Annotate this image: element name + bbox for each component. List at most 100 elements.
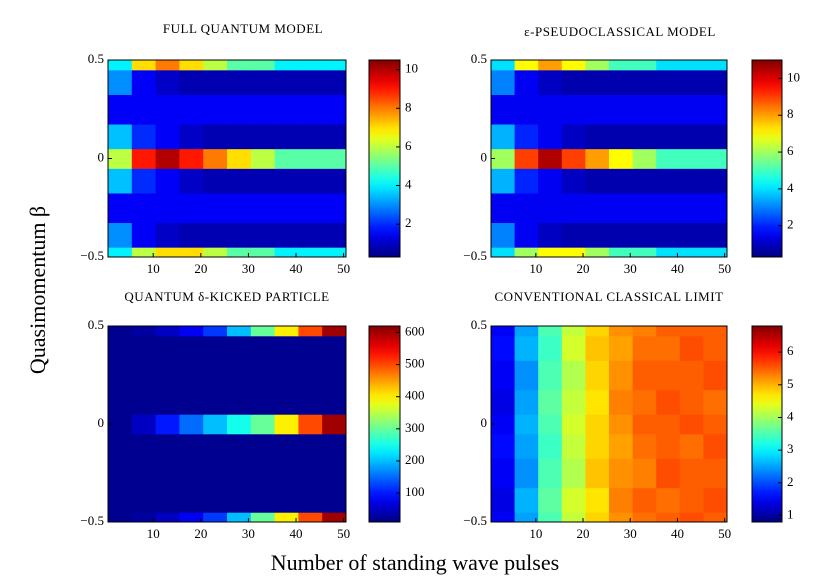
heatmap-cell (179, 433, 204, 459)
heatmap-cell (131, 360, 157, 391)
colorbar-tick-label: 4 (787, 408, 794, 423)
heatmap-cell (298, 222, 323, 248)
heatmap-cell (609, 512, 634, 523)
heatmap-cell (179, 94, 204, 125)
heatmap-cell (322, 458, 347, 489)
heatmap-cell (538, 222, 563, 248)
heatmap-cell (538, 414, 563, 435)
heatmap-cell (203, 326, 228, 337)
heatmap-cell (227, 168, 252, 194)
heatmap-cell (679, 168, 704, 194)
heatmap-cell (203, 433, 228, 459)
heatmap-cell (274, 247, 299, 258)
heatmap-cell (538, 360, 563, 391)
heatmap-cell (322, 69, 347, 95)
y-tick-label: 0.5 (471, 51, 487, 66)
heatmap-cell (538, 512, 563, 523)
heatmap-cell (227, 326, 252, 337)
heatmap-cell (585, 326, 610, 337)
heatmap-cell (538, 326, 563, 337)
heatmap-cell (203, 512, 228, 523)
heatmap-cell (179, 168, 204, 194)
heatmap-cell (227, 247, 252, 258)
heatmap-cell (155, 168, 180, 194)
heatmap-cell (609, 222, 634, 248)
heatmap-cell (538, 458, 563, 489)
heatmap-cell (679, 247, 704, 258)
heatmap-cell (514, 192, 539, 224)
heatmap-cell (656, 487, 681, 513)
heatmap-cell (179, 487, 204, 513)
heatmap-cell (679, 69, 704, 95)
heatmap-cell (108, 512, 133, 523)
heatmap-cell (491, 247, 516, 258)
heatmap-cell (703, 458, 728, 489)
heatmap-cell (203, 168, 228, 194)
heatmap-cell (656, 414, 681, 435)
heatmap-cell (632, 148, 657, 169)
heatmap-cell (274, 326, 299, 337)
heatmap-cell (298, 487, 323, 513)
x-tick-label: 10 (529, 526, 542, 541)
heatmap-cell (609, 414, 634, 435)
heatmap-cell (227, 389, 252, 415)
heatmap-cell (131, 335, 157, 361)
heatmap-cell (131, 69, 157, 95)
heatmap-cell (632, 60, 657, 71)
heatmap-cell (298, 94, 323, 125)
heatmap-cell (538, 60, 563, 71)
heatmap-cell (491, 192, 516, 224)
heatmap-cell (491, 414, 516, 435)
heatmap-cell (179, 326, 204, 337)
heatmap-cell (298, 433, 323, 459)
heatmap-cell (203, 458, 228, 489)
heatmap-cell (561, 69, 586, 95)
colorbar-tick-label: 4 (405, 177, 412, 192)
heatmap-cell (538, 69, 563, 95)
heatmap-cell (250, 487, 276, 513)
heatmap-cell (227, 222, 252, 248)
x-tick-label: 30 (242, 261, 255, 276)
x-tick-label: 20 (194, 261, 207, 276)
heatmap-cell (108, 389, 133, 415)
heatmap-cell (322, 433, 347, 459)
heatmap-cell (155, 335, 180, 361)
heatmap-cell (703, 124, 728, 150)
heatmap-cell (179, 247, 204, 258)
panel-title: ε-PSEUDOCLASSICAL MODEL (524, 24, 716, 39)
heatmap-cell (514, 414, 539, 435)
heatmap-cell (679, 389, 704, 415)
heatmap-cell (491, 326, 516, 337)
heatmap-cell (632, 335, 657, 361)
heatmap-cell (131, 148, 157, 169)
heatmap-cell (703, 192, 728, 224)
heatmap-cell (656, 335, 681, 361)
heatmap-cell (179, 458, 204, 489)
heatmap-cell (679, 222, 704, 248)
colorbar-tick-label: 600 (405, 323, 425, 338)
heatmap-cell (514, 326, 539, 337)
heatmap-cell (131, 60, 157, 71)
heatmap-cell (250, 192, 276, 224)
heatmap-cell (203, 192, 228, 224)
heatmap-cell (491, 487, 516, 513)
heatmap-cell (298, 512, 323, 523)
colorbar-tick-label: 5 (787, 376, 794, 391)
heatmap-cell (274, 389, 299, 415)
heatmap-cell (679, 512, 704, 523)
heatmap-cell (538, 192, 563, 224)
y-tick-label: −0.5 (463, 248, 487, 263)
heatmap-cell (227, 414, 252, 435)
x-tick-label: 40 (671, 261, 684, 276)
heatmap-cell (250, 247, 276, 258)
heatmap-cell (250, 326, 276, 337)
heatmap-cell (227, 458, 252, 489)
heatmap-cell (108, 148, 133, 169)
heatmap-cell (491, 168, 516, 194)
heatmap-cell (632, 487, 657, 513)
heatmap-cell (609, 433, 634, 459)
heatmap-cell (131, 192, 157, 224)
heatmap-cell (632, 247, 657, 258)
heatmap-cell (155, 148, 180, 169)
heatmap-cell (250, 458, 276, 489)
